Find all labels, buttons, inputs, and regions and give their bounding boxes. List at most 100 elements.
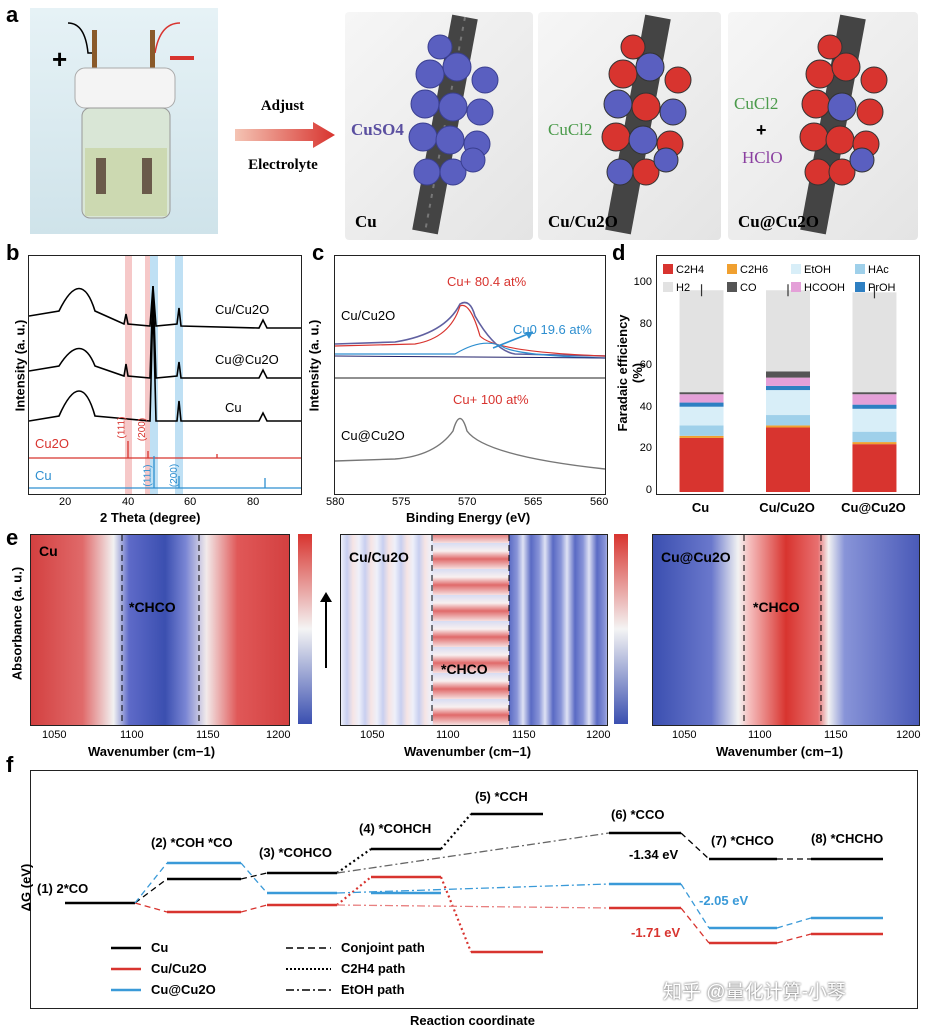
product-cu-cu2o: Cu/Cu2O xyxy=(548,212,618,231)
legend-label-co: CO xyxy=(740,282,757,294)
fe-ytick: 0 xyxy=(645,484,652,496)
xrd-ref-cu2o: Cu2O xyxy=(35,436,69,451)
legend-etoh: EtOH path xyxy=(341,982,405,997)
xrd-label-cu: Cu xyxy=(225,400,242,415)
ir-map-cu-at-cu2o: Cu@Cu2O *CHCO xyxy=(652,534,920,726)
bar-proh-cucu2o xyxy=(852,404,897,409)
state-8: (8) *CHCHO xyxy=(811,831,884,846)
fe-category-label: Cu/Cu2O xyxy=(759,500,815,515)
xrd-ref-cu: Cu xyxy=(35,468,52,483)
xrd-ylabel: Intensity (a. u.) xyxy=(12,319,28,412)
bar-h2-cucu2o xyxy=(766,290,810,372)
electrolyte-cucl2-b: CuCl2 xyxy=(734,94,779,113)
bar-c2h4-cucu2o xyxy=(852,444,897,492)
watermark: 知乎 @量化计算-小琴 xyxy=(663,982,846,1003)
fe-chart: C2H4 C2H6 EtOH HAc H2 CO HCOOH PrOH xyxy=(656,255,920,495)
xrd-traces xyxy=(28,256,301,494)
ir-cu-cu2o-dashes xyxy=(431,535,510,725)
state-7: (7) *CHCO xyxy=(711,833,774,848)
legend-label-etoh: EtOH xyxy=(804,264,831,276)
bar-c2h6-cu xyxy=(679,435,724,438)
panel-label-a: a xyxy=(6,2,19,27)
ir1-xlabel: Wavenumber (cm−1) xyxy=(88,744,216,759)
ir-cu-dashes xyxy=(121,535,200,725)
xrd-xlabel: 2 Theta (degree) xyxy=(100,510,201,525)
ir-cu-cu2o-red-zone xyxy=(433,535,509,725)
xrd-xtick-20: 20 xyxy=(59,496,72,508)
card-cu-cu2o: CuCl2 Cu/Cu2O xyxy=(538,12,721,240)
bar-hcooh-cu xyxy=(679,394,724,403)
product-cu: Cu xyxy=(355,212,377,231)
cu-cu2o-fiber-drawing xyxy=(601,14,692,235)
xrd-peak-cu-200: (200) xyxy=(169,463,181,488)
xps-traces xyxy=(334,301,606,470)
legend-cu: Cu xyxy=(151,940,169,955)
xrd-xtick-80: 80 xyxy=(247,496,260,508)
legend-swatch-co xyxy=(727,282,737,292)
bar-c2h6-cucu2o xyxy=(852,442,897,445)
legend-swatch-etoh xyxy=(791,264,801,274)
plus-sign: + xyxy=(756,120,767,140)
ir1-xtick-1150: 1150 xyxy=(196,729,220,741)
bar-hac-cu xyxy=(679,425,724,436)
xps-xtick-560: 560 xyxy=(590,496,609,508)
adjust-label: Adjust xyxy=(260,98,305,114)
ir2-xtick-1150: 1150 xyxy=(512,729,536,741)
ir1-xtick-1200: 1200 xyxy=(266,729,291,741)
xps-xtick-570: 570 xyxy=(458,496,477,508)
ir1-xtick-1100: 1100 xyxy=(120,729,144,741)
fe-category-label: Cu xyxy=(691,500,710,515)
xps-xlabel: Binding Energy (eV) xyxy=(406,510,531,525)
fe-ytick: 40 xyxy=(639,400,652,413)
legend-label-c2h6: C2H6 xyxy=(740,264,768,276)
energy-diagram: (1) 2*CO (2) *COH *CO (3) *COHCO (4) *CO… xyxy=(30,770,918,1009)
cu-at-cu2o-fiber-drawing xyxy=(799,14,888,235)
xrd-label-cu-cu2o: Cu/Cu2O xyxy=(215,302,270,317)
fe-ytick: 60 xyxy=(639,359,652,372)
bar-proh-cu xyxy=(679,402,724,407)
bar-c2h4-cucu2o xyxy=(766,427,810,492)
legend-label-proh: PrOH xyxy=(868,282,896,294)
bar-co-cucu2o xyxy=(852,392,897,395)
bar-hac-cucu2o xyxy=(852,431,897,443)
ir-sample-cu-cu2o: Cu/Cu2O xyxy=(349,549,409,565)
energy-cu-at-cu2o: -2.05 eV xyxy=(699,893,749,908)
legend-swatch-c2h6 xyxy=(727,264,737,274)
xrd-plot: Cu/Cu2O Cu@Cu2O Cu Cu2O Cu (111) (200) (… xyxy=(28,255,302,495)
energy-cu: -1.34 eV xyxy=(629,847,679,862)
fe-category-label: Cu@Cu2O xyxy=(841,500,906,515)
energy-ylabel: ΔG (eV) xyxy=(18,863,34,912)
xps-xtick-565: 565 xyxy=(524,496,543,508)
legend-swatch-hac xyxy=(855,264,865,274)
bar-hcooh-cucu2o xyxy=(852,394,897,405)
legend-conjoint: Conjoint path xyxy=(341,940,425,955)
bar-etoh-cucu2o xyxy=(852,408,897,432)
state-1: (1) 2*CO xyxy=(37,881,89,896)
ir2-xlabel: Wavenumber (cm−1) xyxy=(404,744,532,759)
xrd-peak-cu2o-200: (200) xyxy=(137,417,149,442)
xps-xtick-580: 580 xyxy=(326,496,345,508)
legend-swatch-hcooh xyxy=(791,282,801,292)
bar-proh-cucu2o xyxy=(766,385,810,391)
product-cu-at-cu2o: Cu@Cu2O xyxy=(738,212,819,231)
legend-swatch-h2 xyxy=(663,282,673,292)
cu-fiber-drawing xyxy=(408,14,499,235)
panel-label-f: f xyxy=(6,752,14,777)
energy-paths xyxy=(65,812,883,992)
xps-cu0: Cu0 19.6 at% xyxy=(513,322,592,337)
bar-hac-cucu2o xyxy=(766,415,810,426)
legend-swatch-proh xyxy=(855,282,865,292)
bar-h2-cucu2o xyxy=(852,292,897,393)
bar-etoh-cu xyxy=(679,406,724,426)
state-6: (6) *CCO xyxy=(611,807,665,822)
xps-cu-plus-bottom: Cu+ 100 at% xyxy=(453,392,529,407)
ir3-xtick-1200: 1200 xyxy=(896,729,921,741)
bar-etoh-cucu2o xyxy=(766,390,810,416)
bar-h2-cu xyxy=(679,290,724,393)
ir3-xlabel: Wavenumber (cm−1) xyxy=(716,744,844,759)
xps-top-sample: Cu/Cu2O xyxy=(341,308,396,323)
fe-ytick: 80 xyxy=(639,317,652,330)
cell-drawing: + xyxy=(52,22,194,219)
ir-cu-at-cu2o-dashes xyxy=(743,535,822,725)
svg-text:+: + xyxy=(52,44,67,74)
